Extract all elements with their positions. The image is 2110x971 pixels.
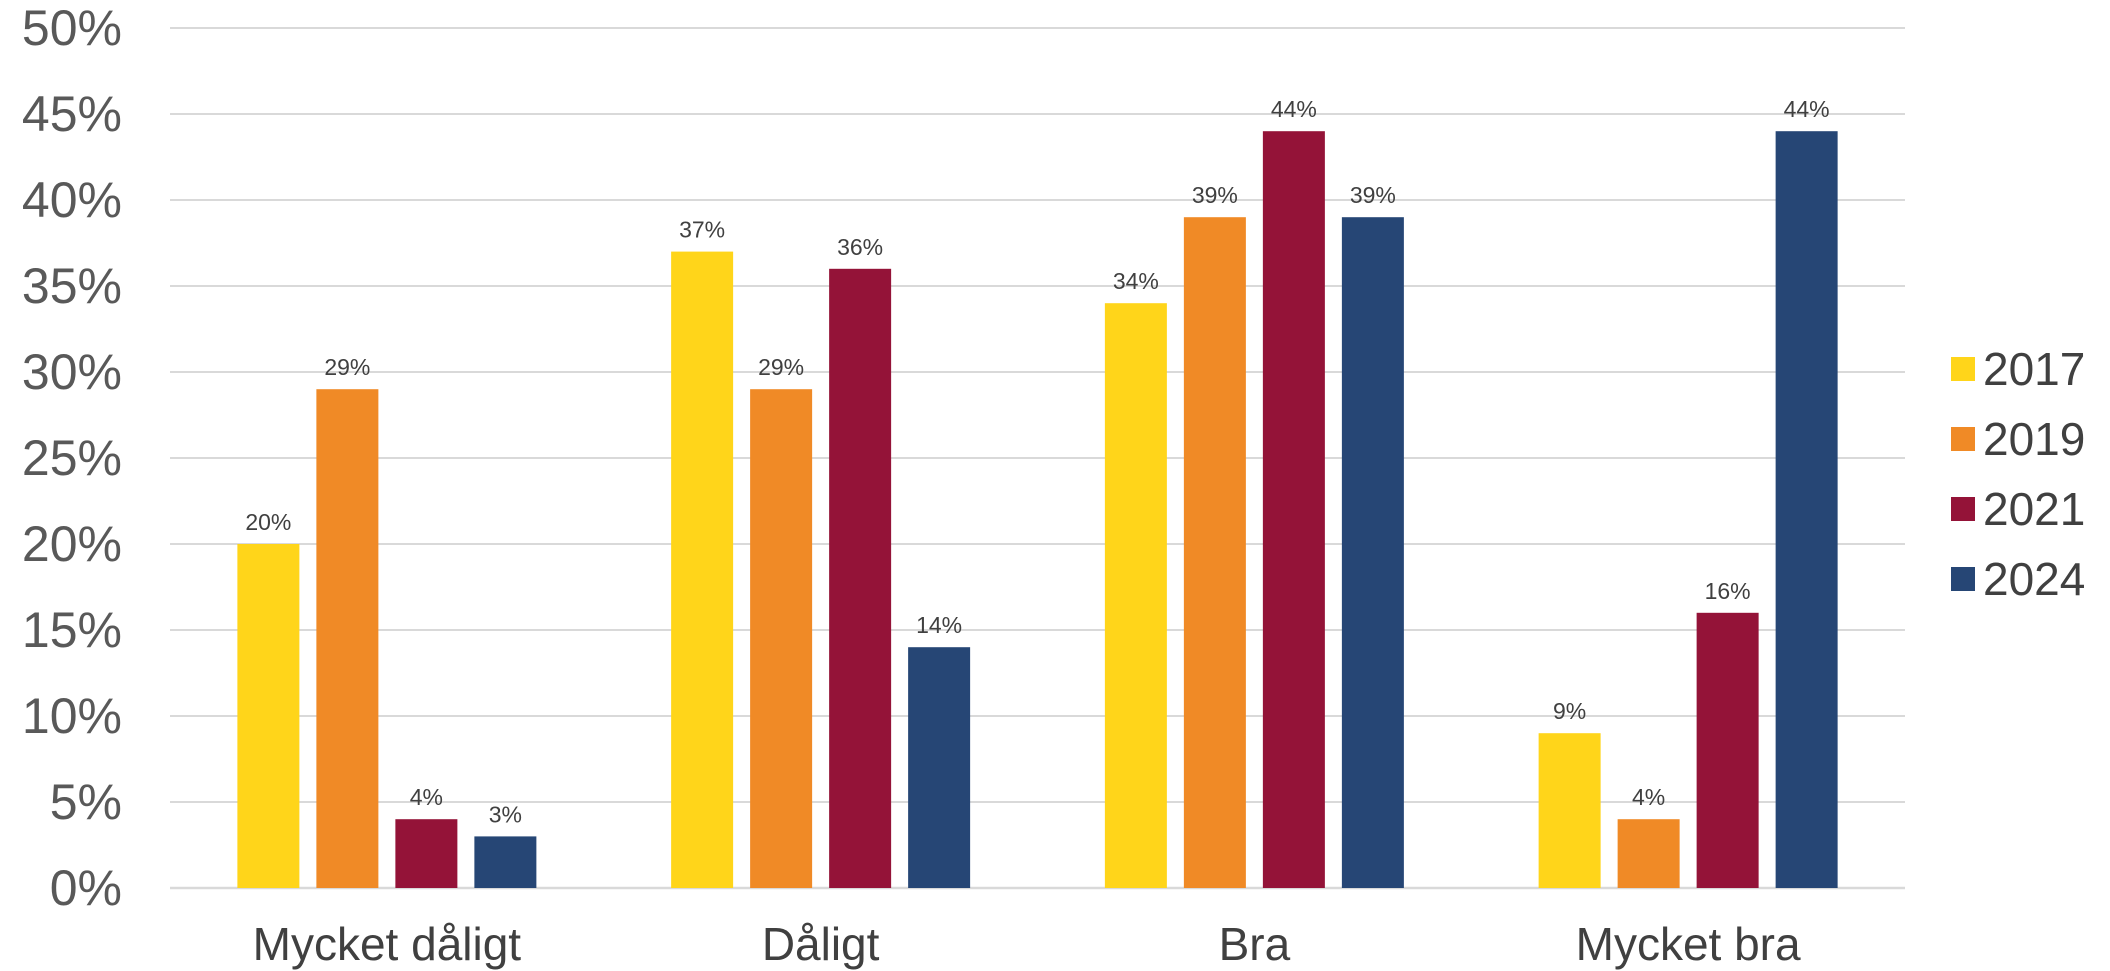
- bar-2024: [908, 647, 971, 888]
- data-label: 44%: [1784, 96, 1830, 122]
- legend: 2017 2019 2021 2024: [1951, 343, 2085, 605]
- bar-2021: [395, 819, 458, 888]
- data-label: 9%: [1553, 698, 1586, 724]
- legend-label: 2017: [1983, 343, 2085, 395]
- bar-2017: [237, 544, 300, 888]
- data-label: 29%: [758, 354, 804, 380]
- y-tick-label: 25%: [22, 430, 122, 486]
- x-tick-label: Mycket bra: [1576, 918, 1801, 970]
- data-label: 4%: [1632, 784, 1665, 810]
- x-tick-label: Mycket dåligt: [253, 918, 522, 970]
- legend-swatch-2019: [1951, 427, 1975, 451]
- data-label: 20%: [245, 509, 291, 535]
- x-tick-label: Dåligt: [762, 918, 880, 970]
- data-label: 44%: [1271, 96, 1317, 122]
- x-axis-ticks: Mycket dåligt Dåligt Bra Mycket bra: [253, 918, 1801, 970]
- data-label: 14%: [916, 612, 962, 638]
- gridlines: [170, 27, 1905, 890]
- legend-swatch-2024: [1951, 567, 1975, 591]
- legend-label: 2019: [1983, 413, 2085, 465]
- legend-label: 2021: [1983, 483, 2085, 535]
- bar-2021: [1696, 612, 1759, 888]
- bar-2017: [1538, 733, 1601, 888]
- y-axis-ticks: 0% 5% 10% 15% 20% 25% 30% 35% 40% 45% 50%: [22, 0, 122, 916]
- bar-2024: [1775, 131, 1838, 888]
- legend-label: 2024: [1983, 553, 2085, 605]
- data-label: 39%: [1192, 182, 1238, 208]
- bar-2017: [671, 251, 734, 889]
- y-tick-label: 30%: [22, 344, 122, 400]
- data-label: 39%: [1350, 182, 1396, 208]
- bar-2024: [1341, 217, 1404, 888]
- data-label: 37%: [679, 217, 725, 243]
- y-tick-label: 15%: [22, 602, 122, 658]
- legend-swatch-2017: [1951, 357, 1975, 381]
- bar-2019: [1617, 819, 1680, 888]
- y-tick-label: 20%: [22, 516, 122, 572]
- bar-2019: [316, 389, 379, 888]
- y-tick-label: 35%: [22, 258, 122, 314]
- y-tick-label: 0%: [50, 860, 122, 916]
- bar-2017: [1104, 303, 1167, 888]
- y-tick-label: 50%: [22, 0, 122, 56]
- data-label: 4%: [410, 784, 443, 810]
- bar-2019: [750, 389, 813, 888]
- data-label: 29%: [324, 354, 370, 380]
- bar-2021: [1262, 131, 1325, 888]
- x-tick-label: Bra: [1219, 918, 1291, 970]
- data-label: 16%: [1705, 578, 1751, 604]
- bars: [237, 131, 1838, 889]
- data-label: 36%: [837, 234, 883, 260]
- legend-swatch-2021: [1951, 497, 1975, 521]
- bar-2021: [829, 268, 892, 888]
- y-tick-label: 5%: [50, 774, 122, 830]
- data-label: 3%: [489, 801, 522, 827]
- y-tick-label: 45%: [22, 86, 122, 142]
- bar-2019: [1183, 217, 1246, 888]
- bar-2024: [474, 836, 537, 888]
- y-tick-label: 40%: [22, 172, 122, 228]
- data-labels: 20% 29% 4% 3% 37% 29% 36% 14% 34% 39% 44% 39% 9% 4% 16…: [245, 96, 1829, 827]
- data-label: 34%: [1113, 268, 1159, 294]
- y-tick-label: 10%: [22, 688, 122, 744]
